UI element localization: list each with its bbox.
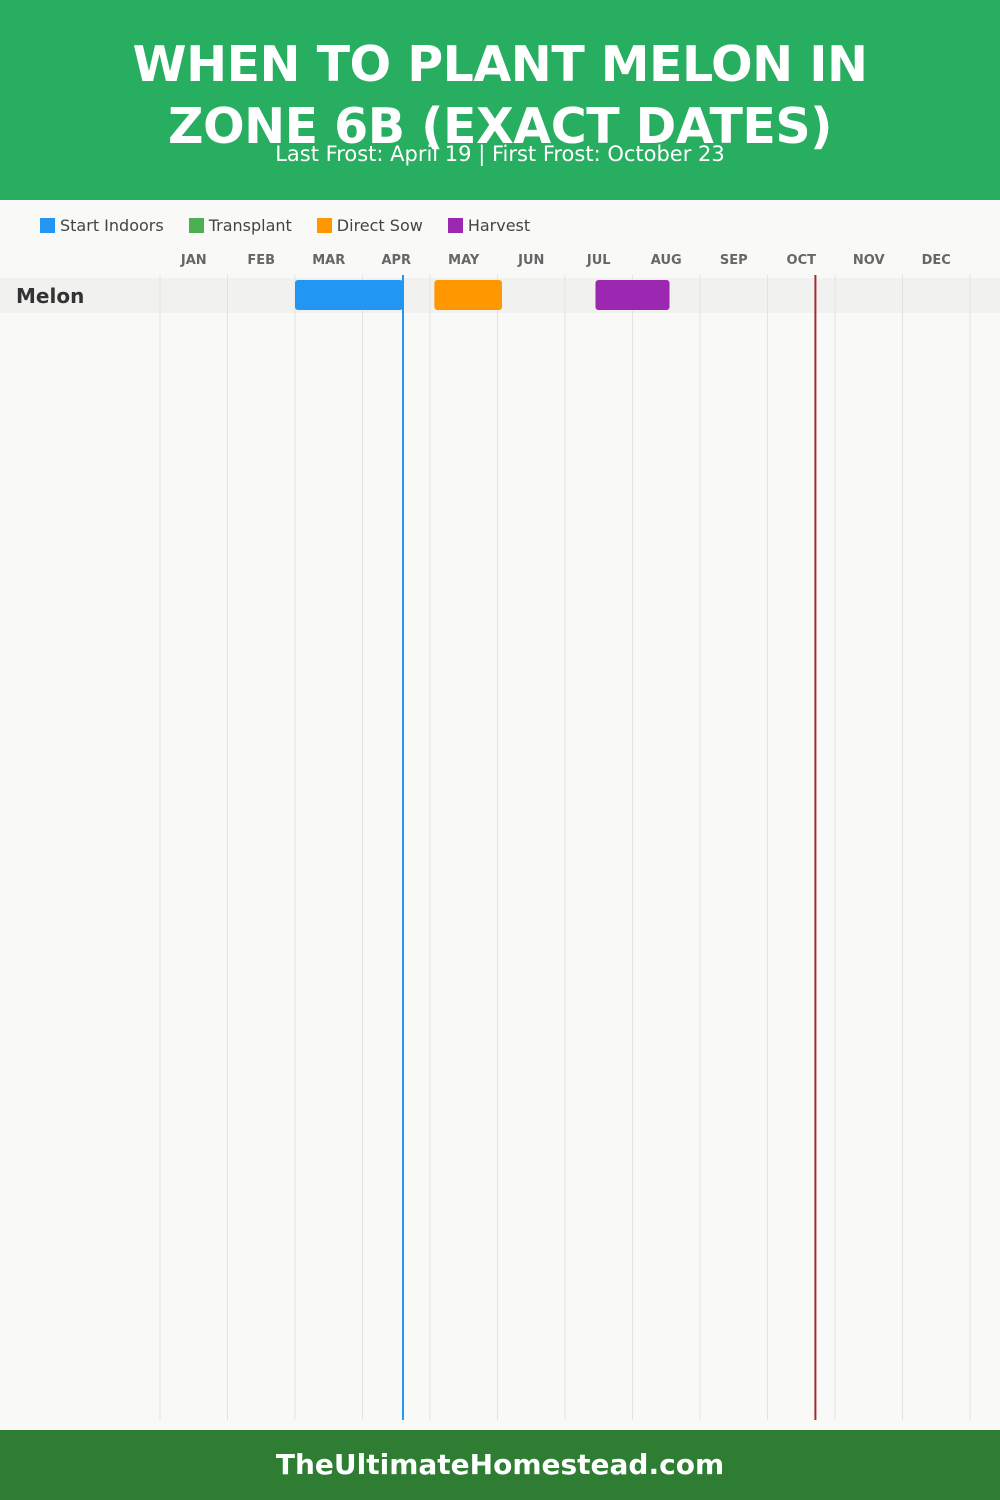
- page-title: WHEN TO PLANT MELON IN ZONE 6B (EXACT DA…: [132, 36, 868, 155]
- month-label-dec: DEC: [922, 253, 951, 268]
- legend-item-transplant: Transplant: [188, 215, 292, 235]
- legend: Start Indoors Transplant Direct Sow Harv…: [40, 214, 555, 236]
- month-label-mar: MAR: [312, 253, 345, 268]
- month-label-aug: AUG: [651, 253, 682, 268]
- month-label-jan: JAN: [180, 253, 207, 268]
- bar-start-indoors: [295, 280, 403, 310]
- month-label-may: MAY: [448, 253, 480, 268]
- legend-label-transplant: Transplant: [208, 215, 292, 235]
- legend-swatch-direct-sow: [316, 217, 332, 233]
- legend-swatch-harvest: [447, 217, 463, 233]
- footer-banner: TheUltimateHomestead.com: [0, 1430, 1000, 1500]
- legend-label-direct-sow: Direct Sow: [336, 215, 423, 235]
- row-label: Melon: [16, 284, 84, 308]
- planting-calendar-chart: JAN FEB MAR APR MAY JUN JUL AUG SEP OCT NOV DEC Melo…: [0, 253, 1000, 1420]
- legend-item-start-indoors: Start Indoors: [40, 216, 164, 235]
- month-label-sep: SEP: [720, 253, 748, 268]
- month-label-nov: NOV: [853, 253, 885, 268]
- legend-label-harvest: Harvest: [467, 215, 531, 235]
- frost-dates-subtitle: Last Frost: April 19 | First Frost: Octo…: [275, 142, 725, 166]
- legend-item-direct-sow: Direct Sow: [316, 215, 423, 235]
- month-label-jul: JUL: [586, 253, 611, 268]
- legend-label-start-indoors: Start Indoors: [60, 215, 164, 235]
- bar-harvest: [595, 280, 670, 310]
- legend-swatch-transplant: [188, 217, 204, 233]
- footer-site-link[interactable]: TheUltimateHomestead.com: [275, 1448, 725, 1481]
- month-label-oct: OCT: [787, 253, 817, 268]
- month-label-apr: APR: [381, 253, 411, 268]
- month-label-jun: JUN: [517, 253, 544, 268]
- legend-item-harvest: Harvest: [447, 215, 531, 235]
- legend-swatch-start-indoors: [40, 217, 55, 233]
- header-banner: WHEN TO PLANT MELON IN ZONE 6B (EXACT DA…: [0, 0, 1000, 200]
- bar-direct-sow: [434, 280, 502, 310]
- month-label-feb: FEB: [247, 253, 275, 268]
